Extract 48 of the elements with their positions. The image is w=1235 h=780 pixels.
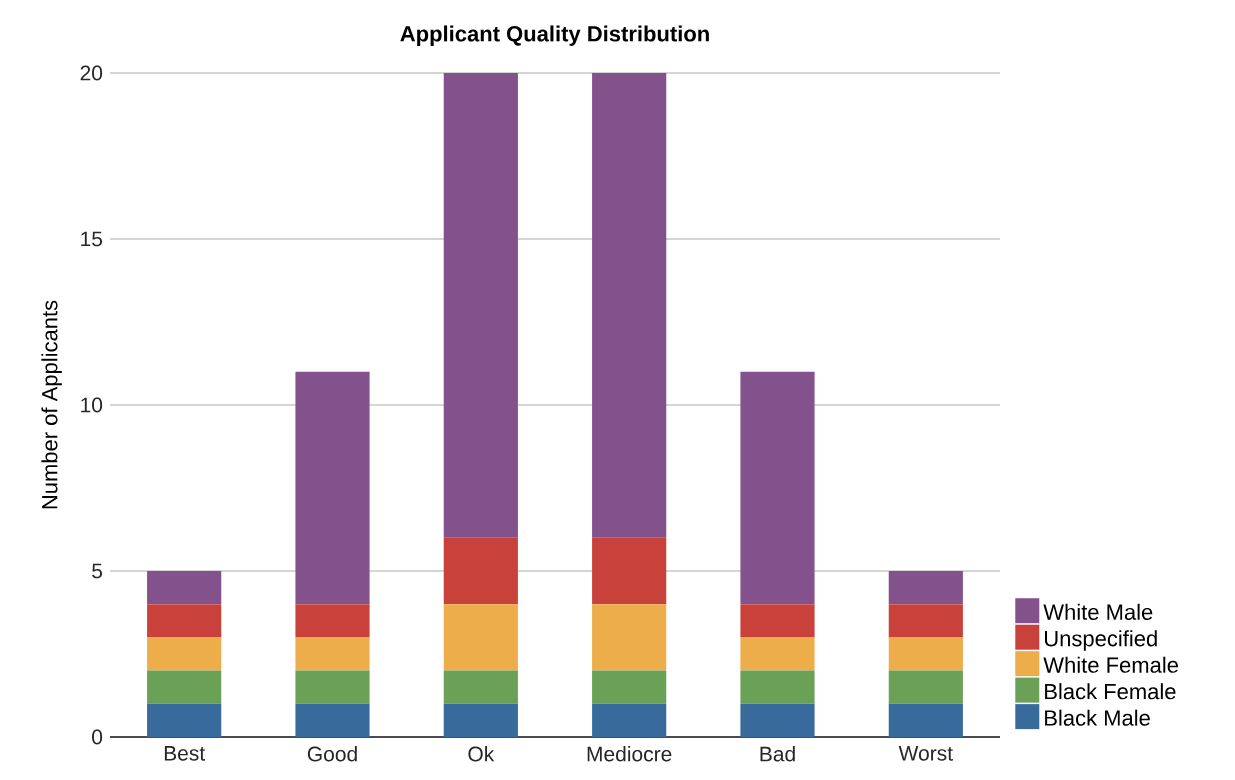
x-tick-label: Mediocre [587,746,672,762]
legend-label: Unspecified [1044,630,1157,651]
bar [443,537,518,605]
bar [592,604,667,671]
bar [888,604,963,638]
y-tick-label: 10 [81,397,103,413]
bar [443,72,518,538]
bar [295,604,370,638]
x-tick-label: Best [164,746,206,761]
bar [147,637,222,671]
chart-title: Applicant Quality Distribution [400,25,709,46]
y-axis-title: Number of Applicants [41,300,62,509]
bar [888,703,963,737]
legend-label: Black Female [1045,683,1176,700]
legend-label: White Female [1043,656,1178,673]
y-tick-label: 15 [81,231,103,247]
bar [888,637,963,671]
bar [740,703,815,737]
bar [443,703,518,737]
x-tick-label: Worst [898,746,953,761]
bar [443,604,518,671]
y-tick-label: 5 [92,563,103,579]
bar [888,670,963,704]
bar [295,703,370,737]
bar [592,537,667,605]
bar [740,670,815,704]
x-tick-label: Bad [760,746,795,762]
x-tick-label: Ok [468,746,495,762]
y-tick-label: 20 [80,65,103,81]
bar [147,604,222,638]
x-tick-label: Good [307,746,357,762]
bar [592,72,667,538]
bar [147,570,222,605]
bar [295,371,370,605]
legend-label: White Male [1043,603,1153,620]
bar [295,637,370,671]
bar [740,371,815,605]
y-tick-label: 0 [92,729,103,745]
bar [592,703,667,737]
bar [888,570,963,605]
bar [443,670,518,704]
bar [147,703,222,737]
bar [592,670,667,704]
bar [740,637,815,671]
bar [740,604,815,638]
bar [295,670,370,704]
bar [147,670,222,704]
legend-label: Black Male [1045,709,1150,726]
